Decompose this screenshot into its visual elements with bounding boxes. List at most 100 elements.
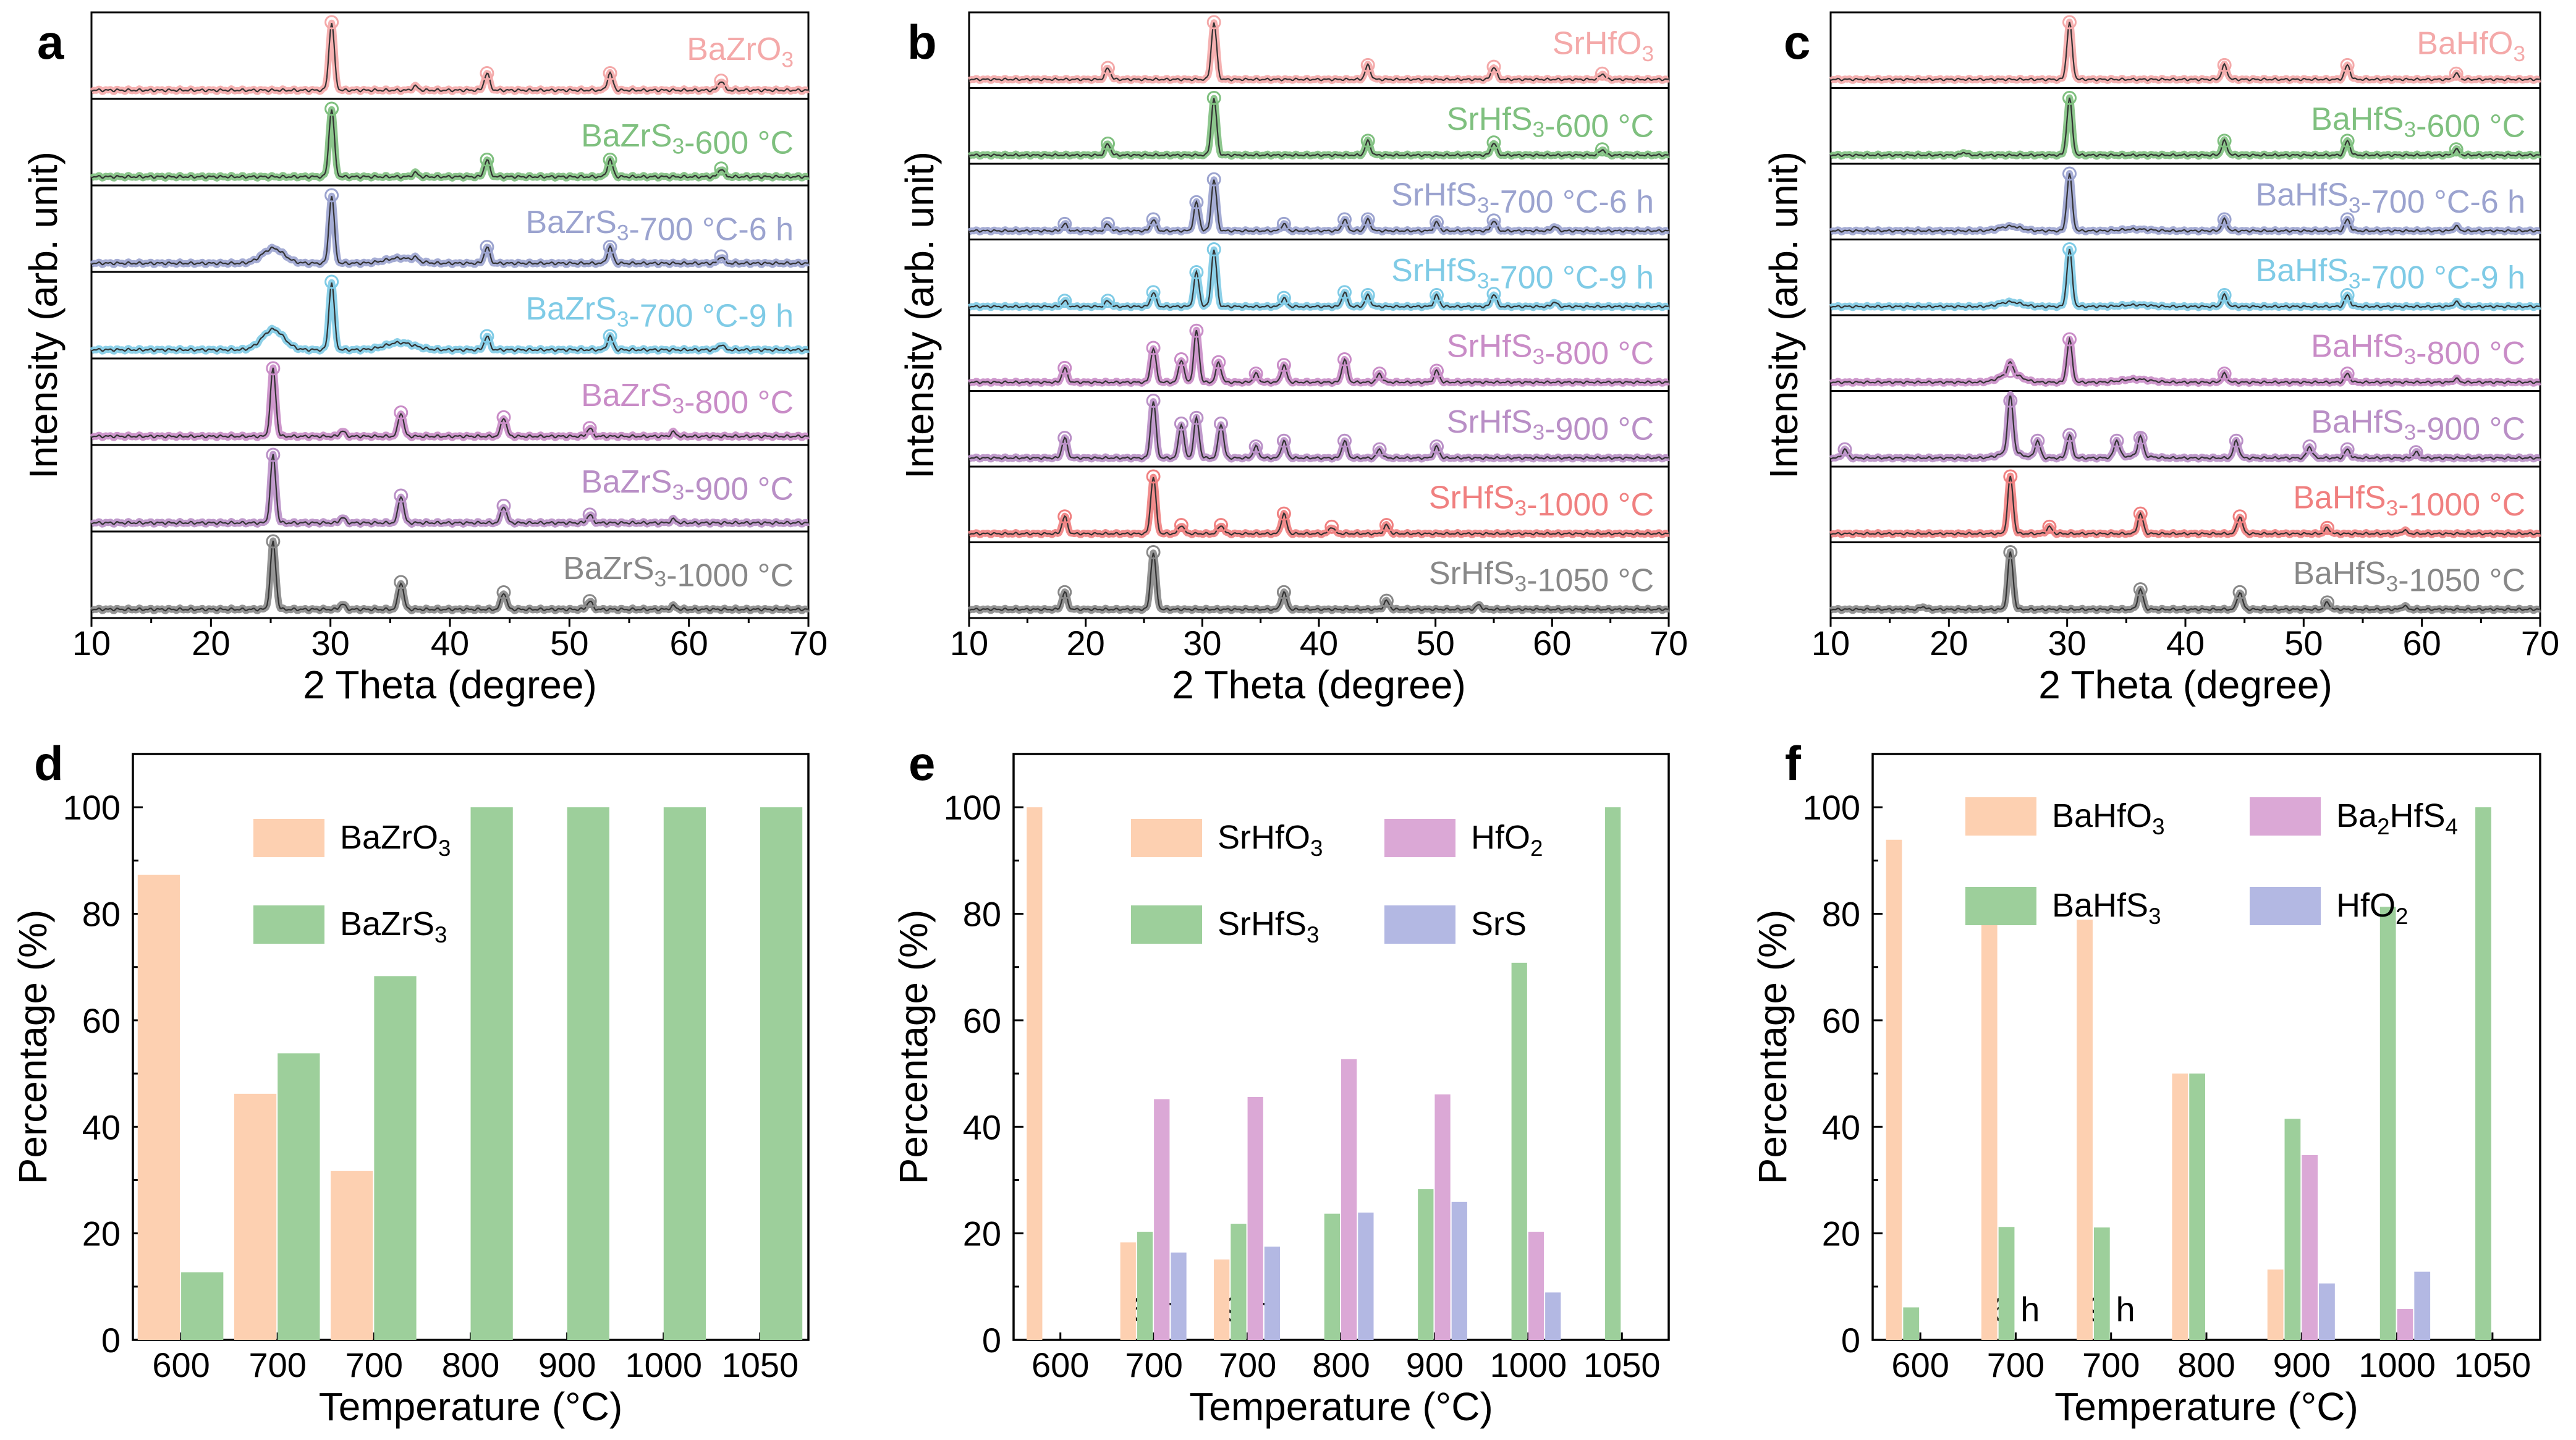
label-part: BaHfS: [2311, 101, 2404, 137]
bar-f-3-0: [2172, 1074, 2188, 1340]
x-axis-title: 2 Theta (degree): [303, 663, 597, 707]
panel-letter: c: [1784, 15, 1810, 69]
label-part: -700 °C-6 h: [1489, 184, 1654, 220]
xrd-peak-marker: [714, 74, 729, 88]
subscript: 3: [781, 48, 794, 72]
legend-label: Ba2HfS4: [2336, 797, 2458, 839]
x-tick-label: 60: [1533, 624, 1571, 663]
xrd-peak-marker: [1837, 442, 1852, 457]
subscript: 3: [1532, 117, 1544, 142]
label-part: SrHfS: [1429, 556, 1515, 591]
x-tick-label: 1050: [1583, 1345, 1661, 1384]
y-axis-title: Intensity (arb. unit): [21, 151, 66, 479]
xrd-peak-marker: [2232, 509, 2247, 524]
y-tick-label: 80: [82, 895, 121, 934]
xrd-peak-marker: [324, 188, 339, 203]
xrd-peak-marker: [480, 240, 494, 255]
y-tick-label: 100: [63, 788, 121, 827]
trace-label: BaZrO3: [687, 32, 794, 72]
label-part: BaZrO: [687, 32, 781, 67]
bar-e-2-2: [1247, 1097, 1263, 1340]
y-tick-label: 100: [1803, 788, 1860, 827]
x-tick-label: 1050: [2454, 1345, 2532, 1384]
xrd-peak-marker: [1360, 288, 1375, 302]
xrd-peak-marker: [1486, 135, 1501, 150]
xrd-peak-marker: [2340, 133, 2355, 148]
xrd-fit-line: [91, 367, 809, 439]
xrd-peak-marker: [582, 421, 597, 436]
trace-label: BaHfS3-1050 °C: [2293, 556, 2525, 598]
y-tick-label: 40: [82, 1108, 121, 1146]
xrd-peak-marker: [2340, 288, 2355, 302]
bar-f-5-1: [2379, 907, 2396, 1340]
xrd-peak-marker: [1337, 352, 1352, 366]
subscript: 3: [2386, 496, 2399, 520]
xrd-peak-marker: [2340, 366, 2355, 381]
xrd-peak-marker: [324, 101, 339, 116]
xrd-peak-marker: [2340, 57, 2355, 72]
xrd-peak-marker: [1486, 287, 1501, 302]
bar-d-1-1: [278, 1053, 320, 1340]
label-part: -800 °C: [2416, 336, 2525, 371]
y-tick-label: 40: [1822, 1108, 1860, 1146]
label-part: BaHfS: [2256, 177, 2349, 213]
xrd-peak-marker: [1372, 366, 1387, 381]
xrd-peak-marker: [324, 15, 339, 30]
xrd-fit-line: [1830, 551, 2541, 612]
xrd-peak-marker: [2003, 545, 2018, 559]
xrd-peak-marker: [1276, 358, 1291, 373]
panel-letter: e: [909, 736, 935, 790]
x-tick-label: 900: [538, 1345, 596, 1384]
legend-swatch: [253, 905, 324, 944]
xrd-fit-line: [968, 476, 1669, 536]
xrd-peak-marker: [1146, 341, 1161, 355]
bar-d-0-1: [181, 1272, 224, 1340]
label-part: SrHfS: [1391, 177, 1477, 213]
xrd-peak-marker: [1101, 61, 1116, 75]
label-part: BaZrS: [525, 205, 616, 240]
subscript: 3: [1532, 420, 1544, 444]
xrd-peak-marker: [2133, 582, 2148, 597]
xrd-fit-line: [968, 249, 1669, 309]
x-tick-label: 30: [311, 624, 350, 663]
trace-label: BaHfS3-700 °C-6 h: [2256, 177, 2525, 219]
bar-e-3-1: [1324, 1213, 1340, 1340]
xrd-peak-marker: [1486, 59, 1501, 74]
label-part: -900 °C: [684, 471, 794, 507]
label-part: -600 °C: [2416, 108, 2525, 144]
x-tick-label: 70: [1650, 624, 1688, 663]
xrd-peak-marker: [496, 410, 511, 425]
xrd-peak-marker: [2320, 595, 2335, 610]
bar-e-2-0: [1214, 1259, 1230, 1340]
xrd-peak-marker: [480, 66, 494, 80]
x-tick-label: 40: [1300, 624, 1338, 663]
bar-d-4-1: [567, 807, 609, 1340]
xrd-fit-line: [968, 401, 1669, 460]
bar-f-0-0: [1886, 839, 1902, 1340]
bar-e-2-3: [1264, 1247, 1281, 1340]
subscript: 3: [1477, 193, 1489, 218]
label-part: BaHfS: [2311, 404, 2404, 440]
bar-e-4-2: [1434, 1094, 1451, 1340]
xrd-peak-marker: [1430, 439, 1444, 454]
y-tick-label: 0: [101, 1321, 121, 1360]
label-part: -1050 °C: [1527, 562, 1654, 598]
trace-label: SrHfS3-900 °C: [1447, 404, 1654, 447]
xrd-peak-marker: [1276, 585, 1291, 599]
bar-f-4-0: [2267, 1269, 2284, 1340]
xrd-peak-marker: [1146, 285, 1161, 300]
trace-label: SrHfS3-700 °C-9 h: [1391, 253, 1654, 295]
xrd-peak-marker: [1057, 585, 1072, 599]
y-tick-label: 0: [982, 1321, 1001, 1360]
xrd-peak-marker: [1057, 360, 1072, 375]
xrd-peak-marker: [1379, 518, 1394, 533]
bar-e-4-1: [1418, 1189, 1434, 1340]
xrd-peak-marker: [1379, 593, 1394, 608]
xrd-peak-marker: [2062, 15, 2077, 30]
x-tick-label: 900: [1406, 1345, 1464, 1384]
xrd-peak-marker: [480, 329, 494, 344]
